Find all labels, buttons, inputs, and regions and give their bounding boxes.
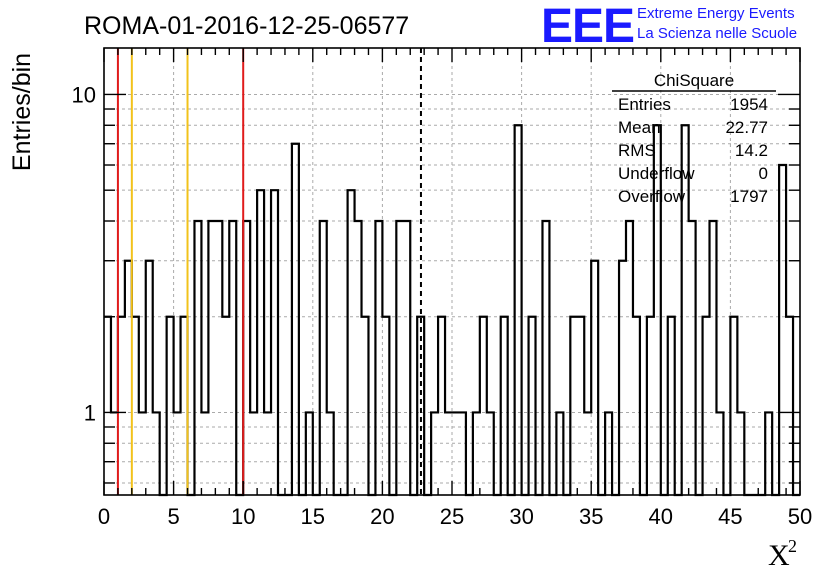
stats-label-entries: Entries: [618, 95, 671, 114]
x-tick-label: 5: [167, 504, 179, 529]
eee-logo: EEE Extreme Energy Events La Scienza nel…: [541, 0, 797, 53]
x-tick-label: 30: [509, 504, 533, 529]
x-axis-label-text: X: [768, 539, 790, 572]
stats-title: ChiSquare: [654, 71, 734, 90]
y-tick-label: 1: [84, 400, 96, 425]
stats-label-rms: RMS: [618, 141, 656, 160]
stats-value-overflow: 1797: [730, 187, 768, 206]
stats-value-entries: 1954: [730, 95, 768, 114]
x-tick-label: 50: [788, 504, 812, 529]
histogram-bar: [222, 317, 229, 495]
x-axis-label-superscript: 2: [788, 536, 797, 556]
stats-label-underflow: Underflow: [618, 164, 695, 183]
x-tick-label: 25: [440, 504, 464, 529]
logo-line-2: La Scienza nelle Scuole: [637, 25, 797, 42]
chart-title: ROMA-01-2016-12-25-06577: [84, 12, 409, 40]
stats-value-mean: 22.77: [725, 118, 768, 137]
stats-label-overflow: Overflow: [618, 187, 686, 206]
y-axis-label: Entries/bin: [8, 53, 36, 171]
stats-value-rms: 14.2: [735, 141, 768, 160]
axis-ticks: 0 5 10 15 20 25 30 35 40 45 50 1 10: [72, 48, 812, 529]
histogram-outline: [104, 124, 800, 497]
x-tick-label: 40: [649, 504, 673, 529]
histogram-bars: [104, 124, 800, 497]
logo-line-1: Extreme Energy Events: [637, 5, 795, 22]
stats-box: ChiSquare Entries 1954 Mean 22.77 RMS 14…: [612, 71, 776, 206]
x-tick-label: 0: [98, 504, 110, 529]
x-tick-label: 15: [301, 504, 325, 529]
x-tick-label: 35: [579, 504, 603, 529]
eee-logo-mark: EEE: [541, 0, 634, 53]
x-tick-label: 45: [718, 504, 742, 529]
x-tick-label: 10: [231, 504, 255, 529]
stats-value-underflow: 0: [759, 164, 768, 183]
y-tick-label: 10: [72, 82, 96, 107]
stats-label-mean: Mean: [618, 118, 661, 137]
x-axis-label: X 2: [768, 536, 797, 572]
x-tick-label: 20: [370, 504, 394, 529]
vertical-markers: [116, 48, 422, 495]
